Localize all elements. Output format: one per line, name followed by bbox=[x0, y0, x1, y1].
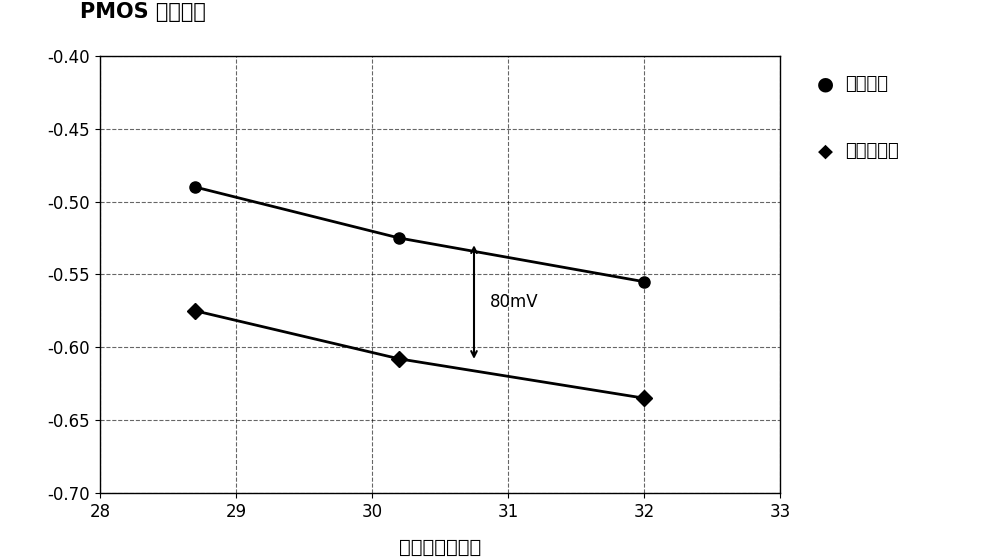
Text: PMOS 阈值电压: PMOS 阈值电压 bbox=[80, 2, 206, 22]
Text: 常规热过程: 常规热过程 bbox=[845, 142, 899, 160]
Text: ◆: ◆ bbox=[818, 142, 833, 161]
Text: ●: ● bbox=[817, 74, 834, 94]
Text: 80mV: 80mV bbox=[490, 293, 539, 311]
Text: 低热过程: 低热过程 bbox=[845, 75, 888, 93]
Text: 栅极氧化层厚度: 栅极氧化层厚度 bbox=[399, 538, 481, 557]
